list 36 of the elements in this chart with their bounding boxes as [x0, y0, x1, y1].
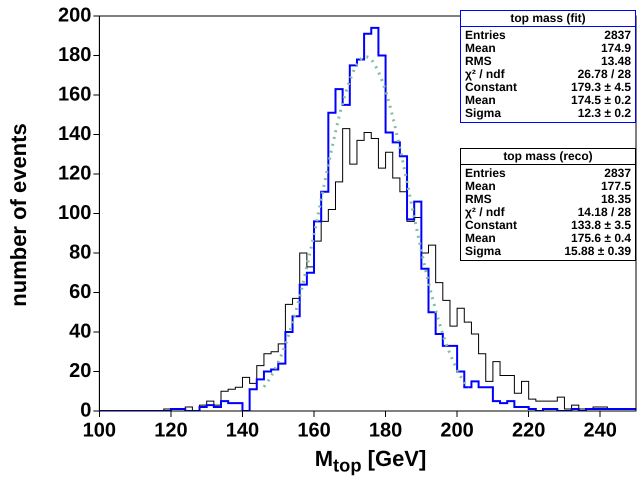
- y-tick-label: 80: [69, 242, 92, 264]
- x-tick-label: 220: [512, 420, 546, 442]
- y-tick-label: 40: [69, 320, 92, 343]
- text: Mean 174.9: [465, 41, 631, 55]
- text: Entries 2837: [465, 166, 631, 180]
- x-tick-label: 160: [297, 420, 331, 442]
- text: Constant 179.3 ± 4.5: [465, 80, 631, 94]
- x-tick-label: 240: [584, 420, 617, 442]
- x-axis-title: M$_{top}$ [GeV]: [314, 446, 428, 476]
- x-tick-label: 180: [368, 420, 402, 442]
- y-tick-label: 60: [69, 281, 92, 304]
- x-tick-label: 200: [440, 420, 474, 442]
- x-tick-label: 120: [154, 420, 188, 442]
- x-tick-label: 140: [226, 420, 260, 442]
- y-axis-title: number of events: [6, 122, 32, 309]
- text: Entries 2837: [465, 28, 631, 42]
- text: Constant 133.8 ± 3.5: [465, 218, 631, 232]
- y-tick-label: 200: [58, 4, 92, 27]
- text: χ² / ndf 26.78 / 28: [465, 67, 631, 81]
- y-tick-label: 140: [58, 123, 92, 146]
- text: Mean 175.6 ± 0.4: [465, 231, 631, 245]
- annotation: top mass (fit): [461, 11, 635, 27]
- text: Sigma 12.3 ± 0.2: [465, 106, 631, 120]
- annotation: top mass (reco): [461, 149, 635, 165]
- text: Sigma 15.88 ± 0.39: [465, 244, 631, 258]
- y-tick-label: 180: [58, 44, 92, 66]
- text: χ² / ndf 14.18 / 28: [465, 205, 631, 219]
- y-tick-label: 120: [58, 162, 92, 185]
- y-tick-label: 160: [58, 84, 92, 106]
- text: Mean 177.5: [465, 179, 631, 193]
- text: Mean 174.5 ± 0.2: [465, 93, 631, 107]
- y-tick-label: 20: [69, 360, 92, 382]
- y-tick-label: 100: [58, 202, 92, 224]
- text: RMS 13.48: [465, 54, 631, 68]
- text: RMS 18.35: [465, 192, 631, 206]
- y-tick-label: 0: [80, 400, 92, 422]
